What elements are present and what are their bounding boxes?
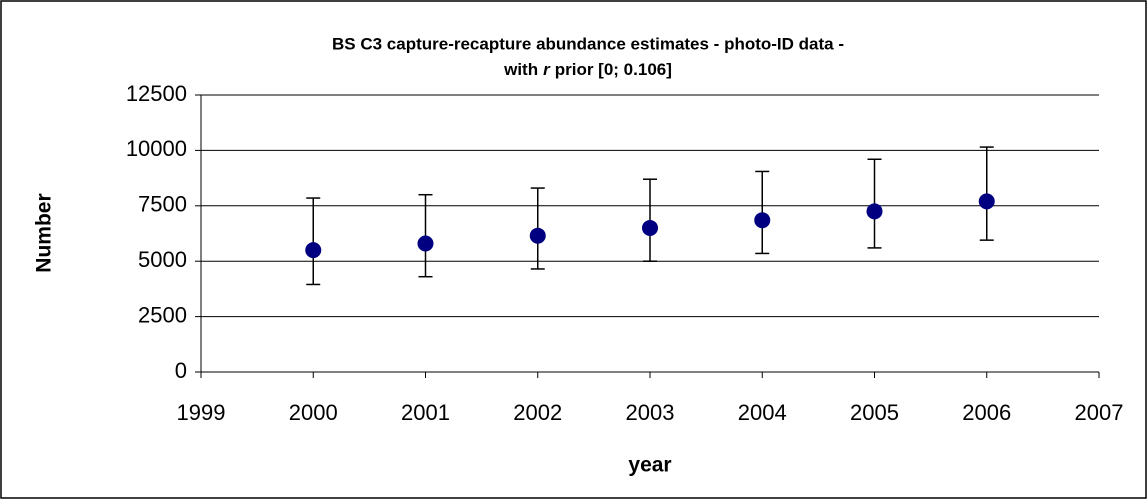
point xyxy=(978,193,995,210)
title-part: r xyxy=(543,60,551,79)
x-axis-title: year xyxy=(628,454,671,477)
x-tick-label: 2000 xyxy=(289,400,338,425)
point xyxy=(417,235,434,252)
point xyxy=(305,242,322,259)
title-part: with xyxy=(503,60,538,79)
y-tick-label: 0 xyxy=(175,358,187,383)
x-tick-label: 2001 xyxy=(401,400,450,425)
x-tick-label: 2002 xyxy=(513,400,562,425)
x-tick-label: 2005 xyxy=(850,400,899,425)
y-tick-label: 7500 xyxy=(138,192,187,217)
y-tick-label: 10000 xyxy=(126,136,187,161)
y-tick-label: 2500 xyxy=(138,302,187,327)
y-tick-label: 5000 xyxy=(138,247,187,272)
point xyxy=(529,227,546,244)
chart-title: BS C3 capture-recapture abundance estima… xyxy=(332,34,844,53)
x-tick-label: 2004 xyxy=(738,400,787,425)
y-tick-label: 12500 xyxy=(126,81,187,106)
x-tick-label: 2007 xyxy=(1075,400,1124,425)
chart-subtitle: with r prior [0; 0.106] xyxy=(503,60,672,79)
x-tick-label: 2003 xyxy=(626,400,675,425)
point xyxy=(642,219,658,236)
point xyxy=(754,212,771,229)
y-axis-title: Number xyxy=(33,193,56,272)
x-tick-label: 2006 xyxy=(962,400,1011,425)
x-tick-label: 1999 xyxy=(177,400,226,425)
title-part: prior [0; 0.106] xyxy=(555,60,672,79)
point xyxy=(866,203,883,220)
